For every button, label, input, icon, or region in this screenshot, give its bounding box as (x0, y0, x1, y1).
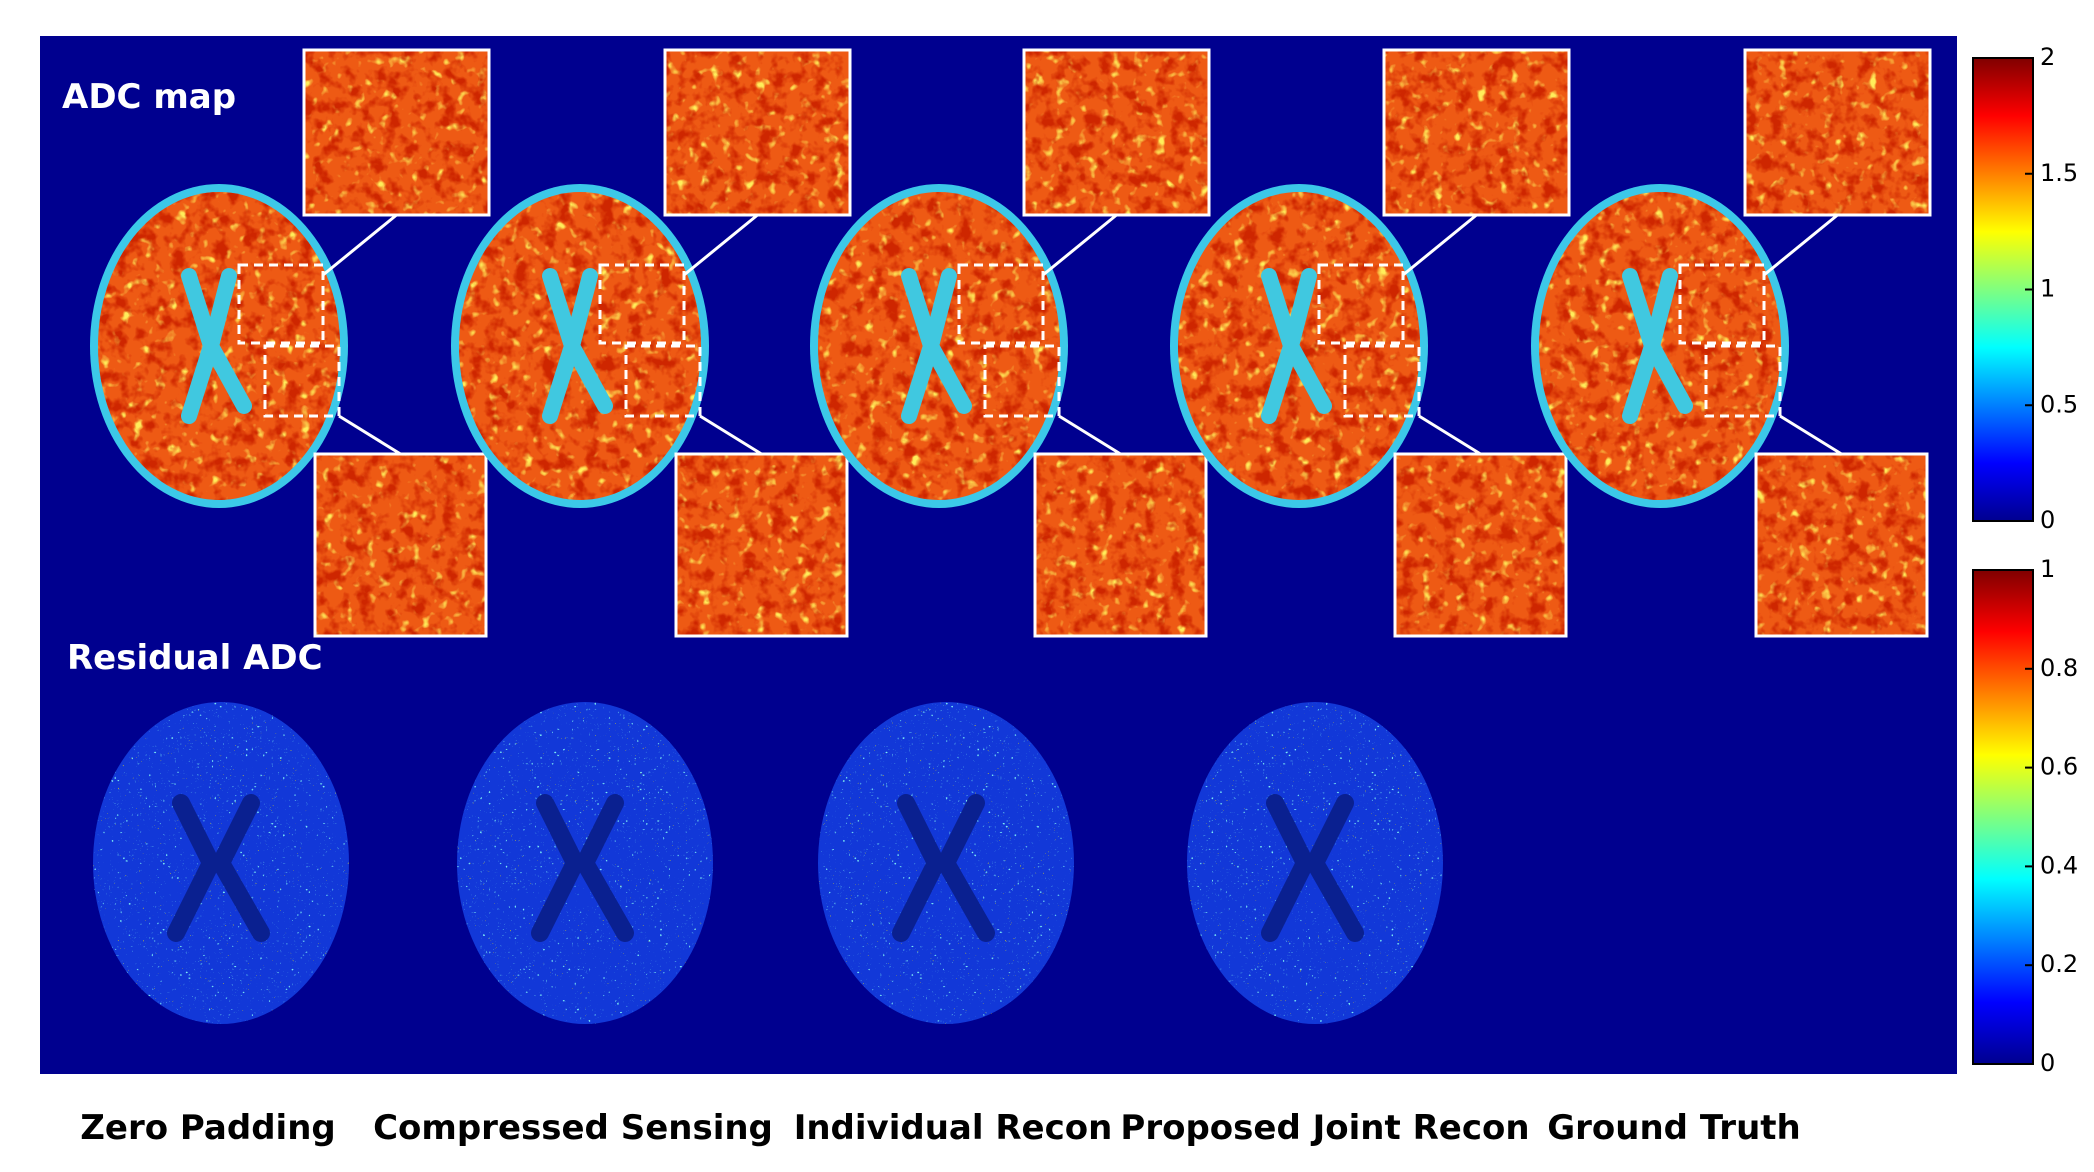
residual-brain (457, 702, 713, 1024)
colorbar-tick-label: 0 (2040, 1049, 2055, 1077)
texture (1395, 454, 1566, 636)
colorbars: 0 0.5 1 1.5 2 0 0.2 0.4 0.6 0.8 1 (1972, 43, 2078, 1077)
inset-frame (1033, 452, 1208, 638)
colorbar (1972, 569, 2034, 1065)
zoom-region (1343, 344, 1421, 418)
texture (1756, 454, 1927, 636)
inset-frame (1382, 48, 1571, 217)
connector (1042, 213, 1118, 277)
colorbar-tick-label: 1.5 (2040, 159, 2078, 187)
zoom-region (598, 263, 686, 345)
adc-brain (451, 48, 852, 638)
inset-frame (302, 48, 491, 217)
connector (1058, 414, 1122, 456)
texture (1024, 50, 1209, 215)
ventricles (181, 268, 252, 424)
column-label: Individual Recon (794, 1108, 1113, 1148)
colorbar-tick-label: 1 (2040, 555, 2055, 583)
zoom-region (1678, 263, 1766, 345)
zoom-region (1704, 344, 1782, 418)
texture (665, 50, 850, 215)
texture (315, 454, 486, 636)
row-label: ADC map (62, 77, 236, 117)
zoom-region (983, 344, 1061, 418)
colorbar-tick-label: 0.4 (2040, 851, 2078, 879)
colorbar-tick-label: 0.5 (2040, 390, 2078, 418)
column-label: Compressed Sensing (373, 1108, 773, 1148)
zoom-region (624, 344, 702, 418)
connector (1402, 213, 1478, 277)
zoom-region (263, 344, 341, 418)
zoom-region (1317, 263, 1405, 345)
adc-brain (90, 48, 491, 638)
adc-brain (1531, 48, 1932, 638)
column-label: Zero Padding (80, 1108, 336, 1148)
connector (1418, 414, 1482, 456)
colorbar-tick-label: 0.6 (2040, 753, 2078, 781)
adc-brain (1170, 48, 1571, 638)
residual-brain (818, 702, 1074, 1024)
zoom-region (237, 263, 325, 345)
residual-brain (1187, 702, 1443, 1024)
inset-frame (1022, 48, 1211, 217)
ventricle-shadow (892, 794, 995, 942)
inset-frame (1393, 452, 1568, 638)
inset-frame (674, 452, 849, 638)
inset-frame (663, 48, 852, 217)
texture (676, 454, 847, 636)
colorbar-tick-label: 0.8 (2040, 654, 2078, 682)
ventricles (901, 268, 972, 424)
row-label: Residual ADC (67, 638, 323, 678)
brain-images (90, 48, 1932, 1024)
colorbar-tick-label: 0 (2040, 506, 2055, 534)
texture (1384, 50, 1569, 215)
ventricle-shadow (167, 794, 270, 942)
connector (699, 414, 763, 456)
ventricles (1261, 268, 1332, 424)
colorbar (1972, 57, 2034, 522)
column-label: Proposed Joint Recon (1120, 1108, 1529, 1148)
texture (1745, 50, 1930, 215)
column-label: Ground Truth (1547, 1108, 1801, 1148)
texture (304, 50, 489, 215)
inset-frame (1754, 452, 1929, 638)
connector (338, 414, 402, 456)
colorbar-tick-label: 1 (2040, 275, 2055, 303)
texture (1035, 454, 1206, 636)
inset-frame (313, 452, 488, 638)
connector (322, 213, 398, 277)
ventricle-shadow (531, 794, 634, 942)
residual-brain (93, 702, 349, 1024)
zoom-region (957, 263, 1045, 345)
ventricles (1622, 268, 1693, 424)
ventricle-shadow (1261, 794, 1364, 942)
connector (683, 213, 759, 277)
ventricles (542, 268, 613, 424)
colorbar-tick-label: 2 (2040, 43, 2055, 71)
colorbar-tick-label: 0.2 (2040, 950, 2078, 978)
inset-frame (1743, 48, 1932, 217)
connector (1763, 213, 1839, 277)
connector (1779, 414, 1843, 456)
column-labels: Zero Padding Compressed Sensing Individual… (80, 1108, 1801, 1148)
adc-brain (810, 48, 1211, 638)
